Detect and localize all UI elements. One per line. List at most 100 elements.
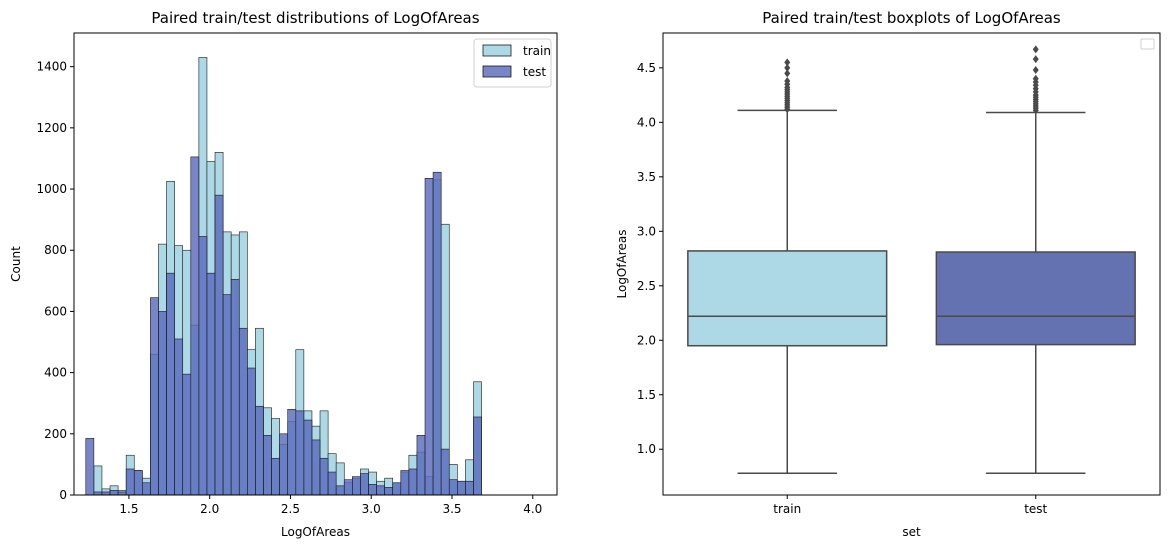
outlier-test [1032, 66, 1039, 75]
bar-test [85, 438, 95, 496]
bar-test [158, 311, 167, 496]
bar-test [376, 485, 385, 496]
histogram-legend: train test [473, 38, 552, 88]
boxplot-y-label: LogOfAreas [615, 230, 629, 299]
bar-test [247, 367, 256, 496]
y-tick-label: 1200 [36, 121, 67, 135]
y-tick-label: 800 [44, 243, 67, 257]
box-train [687, 250, 888, 347]
outlier-train [784, 76, 791, 85]
y-tick-label: 200 [44, 427, 67, 441]
bar-test [166, 272, 175, 496]
bar-test [287, 409, 297, 496]
legend-label-test: test [523, 65, 546, 79]
histogram-panel: 1.5 2.0 2.5 3.0 3.5 4.0 0 200 400 600 800 1000 1200… [9, 9, 558, 539]
bar-test [368, 483, 377, 496]
x-tick-label: 3.0 [362, 502, 381, 516]
bar-test [327, 471, 337, 496]
bar-test [303, 419, 313, 496]
y-tick-label: 2.0 [637, 333, 656, 347]
outlier-test [1032, 74, 1039, 83]
bar-test [335, 485, 345, 496]
bar-test [360, 473, 369, 496]
bar-test [416, 435, 426, 496]
boxplot-title: Paired train/test boxplots of LogOfAreas [762, 9, 1061, 27]
outlier-train [784, 58, 791, 67]
x-tick-label: test [1024, 502, 1047, 516]
outlier-train [784, 63, 791, 72]
y-tick-label: 1000 [36, 182, 67, 196]
x-tick-label: 3.5 [442, 502, 461, 516]
histogram-x-label: LogOfAreas [281, 525, 350, 539]
bar-test [182, 373, 192, 496]
bar-test [263, 435, 272, 496]
y-tick-label: 400 [44, 366, 67, 380]
bar-test [198, 236, 208, 496]
y-tick-label: 1.0 [637, 442, 656, 456]
bar-train [93, 465, 103, 496]
legend-swatch-test [482, 65, 512, 78]
y-tick-label: 1.5 [637, 388, 656, 402]
boxplot-axes-frame [662, 32, 1161, 496]
x-tick-label: 2.5 [281, 502, 300, 516]
bar-test [319, 457, 329, 496]
boxplot-x-label: set [902, 525, 921, 539]
bar-test [238, 327, 248, 496]
bar-test [448, 479, 458, 496]
boxplot-panel: 1.0 1.5 2.0 2.5 3.0 3.5 4.0 4.5 train test Paire… [615, 9, 1161, 539]
bar-test [271, 457, 280, 496]
bar-test [311, 439, 321, 496]
x-tick-label: 1.5 [119, 502, 138, 516]
bar-test [295, 410, 305, 496]
histogram-y-ticks: 0 200 400 600 800 1000 1200 1400 [36, 60, 74, 502]
bar-test [150, 297, 159, 496]
bar-test [343, 479, 353, 496]
box-test [935, 251, 1136, 346]
legend-label-train: train [523, 44, 551, 58]
legend-swatch-train [482, 44, 512, 57]
bar-test [255, 405, 264, 496]
bar-test [473, 416, 482, 496]
y-tick-label: 0 [59, 488, 67, 502]
x-tick-label: train [773, 502, 801, 516]
y-tick-label: 600 [44, 304, 67, 318]
bar-test [432, 171, 442, 496]
bar-test [214, 194, 224, 496]
outlier-test [1032, 55, 1039, 64]
bar-test [392, 482, 402, 496]
bar-test [440, 448, 450, 496]
y-tick-label: 4.5 [637, 61, 656, 75]
boxplot-boxes [687, 45, 1136, 474]
histogram-bars [85, 57, 482, 496]
bar-test [109, 490, 119, 496]
bar-test [206, 272, 216, 496]
bar-test [142, 482, 151, 496]
histogram-y-label: Count [9, 246, 23, 282]
x-tick-label: 2.0 [200, 502, 219, 516]
boxplot-y-ticks: 1.0 1.5 2.0 2.5 3.0 3.5 4.0 4.5 [637, 61, 663, 456]
y-tick-label: 1400 [36, 60, 67, 74]
bar-test [125, 468, 135, 496]
bar-test [457, 480, 466, 496]
bar-test [190, 156, 200, 496]
bar-test [424, 178, 434, 496]
bar-test [230, 278, 240, 496]
boxplot-x-ticks: train test [773, 495, 1048, 516]
outlier-train [784, 69, 791, 78]
bar-test [174, 338, 184, 496]
bar-test [279, 433, 289, 496]
bar-test [222, 294, 232, 496]
histogram-title: Paired train/test distributions of LogOf… [151, 9, 479, 27]
histogram-axes-frame [73, 32, 558, 496]
y-tick-label: 3.0 [637, 224, 656, 238]
y-tick-label: 4.0 [637, 115, 656, 129]
bar-test [352, 476, 361, 496]
histogram-x-ticks: 1.5 2.0 2.5 3.0 3.5 4.0 [119, 495, 542, 516]
boxplot-empty-legend [1140, 38, 1155, 50]
bar-test [384, 487, 394, 496]
bar-test [408, 468, 418, 496]
bar-test [465, 480, 474, 496]
bar-test [133, 470, 143, 496]
x-tick-label: 4.0 [523, 502, 542, 516]
